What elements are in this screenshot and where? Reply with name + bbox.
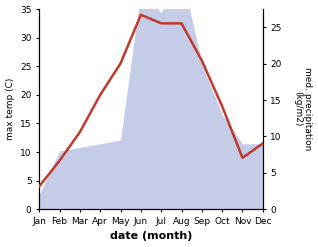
Y-axis label: med. precipitation
(kg/m2): med. precipitation (kg/m2) — [293, 67, 313, 151]
X-axis label: date (month): date (month) — [110, 231, 192, 242]
Y-axis label: max temp (C): max temp (C) — [5, 78, 15, 140]
